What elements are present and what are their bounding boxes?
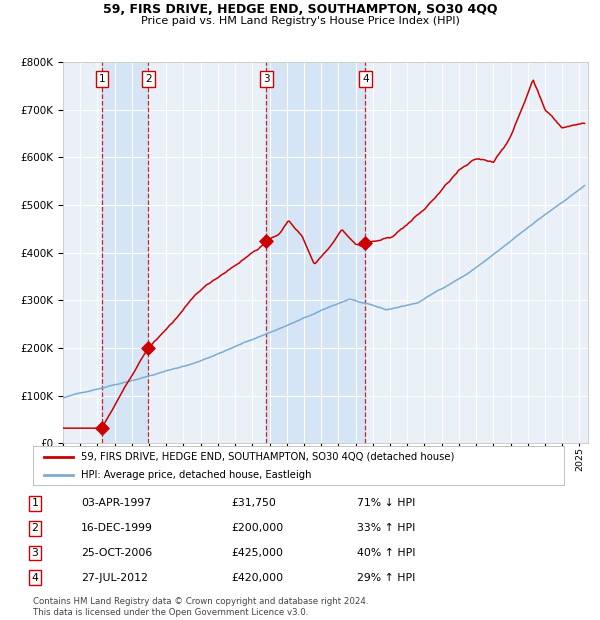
Text: 4: 4 bbox=[362, 74, 369, 84]
Text: £425,000: £425,000 bbox=[231, 548, 283, 558]
Text: 59, FIRS DRIVE, HEDGE END, SOUTHAMPTON, SO30 4QQ (detached house): 59, FIRS DRIVE, HEDGE END, SOUTHAMPTON, … bbox=[81, 452, 454, 462]
Bar bbox=[266, 62, 365, 443]
Text: Contains HM Land Registry data © Crown copyright and database right 2024.: Contains HM Land Registry data © Crown c… bbox=[33, 597, 368, 606]
Bar bbox=[102, 62, 148, 443]
Point bbox=[97, 423, 107, 433]
Text: HPI: Average price, detached house, Eastleigh: HPI: Average price, detached house, East… bbox=[81, 470, 311, 480]
Text: 27-JUL-2012: 27-JUL-2012 bbox=[81, 573, 148, 583]
Text: 1: 1 bbox=[98, 74, 105, 84]
Text: Price paid vs. HM Land Registry's House Price Index (HPI): Price paid vs. HM Land Registry's House … bbox=[140, 16, 460, 26]
Text: 16-DEC-1999: 16-DEC-1999 bbox=[81, 523, 153, 533]
Text: £420,000: £420,000 bbox=[231, 573, 283, 583]
Text: 3: 3 bbox=[31, 548, 38, 558]
Text: £31,750: £31,750 bbox=[231, 498, 276, 508]
Text: 40% ↑ HPI: 40% ↑ HPI bbox=[357, 548, 415, 558]
Point bbox=[361, 238, 370, 248]
Text: 71% ↓ HPI: 71% ↓ HPI bbox=[357, 498, 415, 508]
Text: 03-APR-1997: 03-APR-1997 bbox=[81, 498, 151, 508]
Text: 59, FIRS DRIVE, HEDGE END, SOUTHAMPTON, SO30 4QQ: 59, FIRS DRIVE, HEDGE END, SOUTHAMPTON, … bbox=[103, 2, 497, 16]
Text: 33% ↑ HPI: 33% ↑ HPI bbox=[357, 523, 415, 533]
Text: This data is licensed under the Open Government Licence v3.0.: This data is licensed under the Open Gov… bbox=[33, 608, 308, 617]
Text: 2: 2 bbox=[31, 523, 38, 533]
Point bbox=[143, 343, 153, 353]
Text: 1: 1 bbox=[31, 498, 38, 508]
Text: 25-OCT-2006: 25-OCT-2006 bbox=[81, 548, 152, 558]
Text: 3: 3 bbox=[263, 74, 269, 84]
Text: 2: 2 bbox=[145, 74, 152, 84]
Text: 29% ↑ HPI: 29% ↑ HPI bbox=[357, 573, 415, 583]
Text: 4: 4 bbox=[31, 573, 38, 583]
Point bbox=[262, 236, 271, 246]
Text: £200,000: £200,000 bbox=[231, 523, 283, 533]
